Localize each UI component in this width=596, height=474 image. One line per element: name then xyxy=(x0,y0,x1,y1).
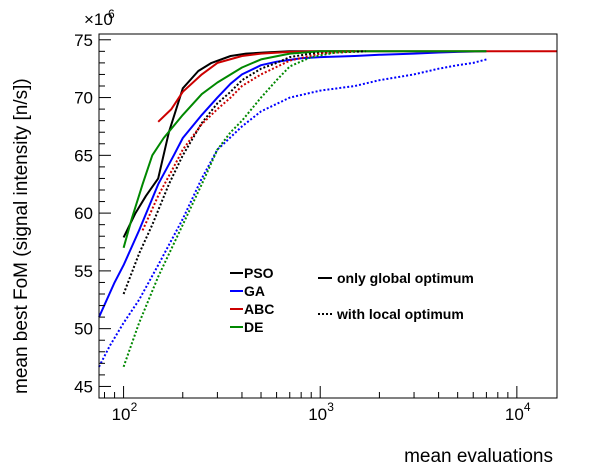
y-multiplier: ×10 6 xyxy=(84,7,115,29)
y-multiplier-base: ×10 xyxy=(84,10,113,29)
y-axis-label: mean best FoM (signal intensity [n/s]) xyxy=(11,78,32,394)
legend: PSO GA ABC DE only global optimum with l… xyxy=(230,265,474,335)
y-tick-label: 65 xyxy=(74,146,93,165)
plot-frame xyxy=(98,33,558,399)
x-tick-base: 10 xyxy=(505,405,524,424)
y-tick-label: 60 xyxy=(74,204,93,223)
legend-label-de: DE xyxy=(244,319,263,335)
legend-label-local: with local optimum xyxy=(336,306,464,322)
legend-label-ga: GA xyxy=(244,283,265,299)
legend-label-abc: ABC xyxy=(244,301,274,317)
legend-label-global: only global optimum xyxy=(337,270,474,286)
series-pso-dotted xyxy=(122,50,366,295)
series-abc-dotted xyxy=(141,50,355,231)
x-tick-base: 10 xyxy=(308,405,327,424)
x-tick-exp: 2 xyxy=(131,400,138,414)
y-tick-label: 50 xyxy=(74,320,93,339)
x-tick-exp: 3 xyxy=(327,400,334,414)
series-lines xyxy=(98,50,557,368)
series-ga-solid xyxy=(98,50,487,318)
series-de-solid xyxy=(122,50,487,249)
x-tick-base: 10 xyxy=(112,405,131,424)
y-tick-label: 55 xyxy=(74,262,93,281)
x-tick-label: 10 3 xyxy=(308,400,334,424)
y-multiplier-exp: 6 xyxy=(108,7,115,21)
x-tick-label: 10 4 xyxy=(505,400,531,424)
y-tick-label: 70 xyxy=(74,89,93,108)
x-axis-label: mean evaluations xyxy=(404,446,553,467)
y-tick-label: 45 xyxy=(74,377,93,396)
y-tick-label: 75 xyxy=(74,31,93,50)
legend-label-pso: PSO xyxy=(244,265,274,281)
series-ga-dotted xyxy=(98,58,487,368)
x-tick-label: 10 2 xyxy=(112,400,138,424)
x-tick-exp: 4 xyxy=(524,400,531,414)
